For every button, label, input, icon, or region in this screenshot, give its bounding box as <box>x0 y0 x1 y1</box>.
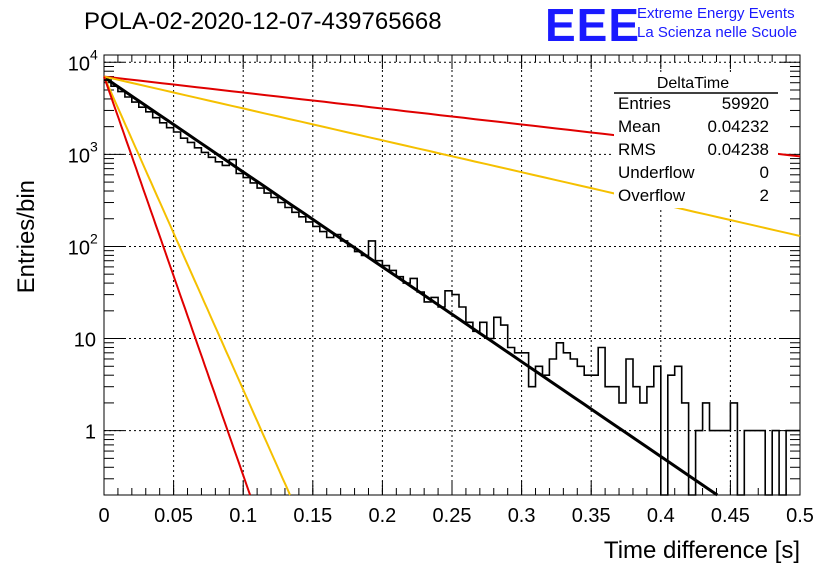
stats-rows: Entries 59920 Mean 0.04232 RMS 0.04238 Underfl… <box>618 94 769 205</box>
y-tick-exponent: 3 <box>90 138 98 154</box>
histogram-steps <box>104 79 800 496</box>
y-tick-label: 10 <box>68 53 90 75</box>
stats-row-value: 59920 <box>722 94 769 113</box>
stats-row-label: Entries <box>618 94 671 113</box>
tick-labels: 0 0.05 0.1 0.15 0.2 0.25 0.3 0.35 0.4 0.45 0.5 1 10 1… <box>68 46 814 527</box>
y-tick-exponent: 4 <box>90 46 98 62</box>
histogram <box>104 79 800 496</box>
x-tick-label: 0.25 <box>433 505 472 527</box>
eee-logo-mark: EEE <box>545 0 641 51</box>
eee-logo-line-2: La Scienza nelle Scuole <box>637 24 798 41</box>
chart-title: POLA-02-2020-12-07-439765668 <box>84 8 442 35</box>
stats-box-bg <box>614 72 778 208</box>
x-tick-label: 0.1 <box>229 505 257 527</box>
fit-curve-red <box>103 76 252 496</box>
x-tick-label: 0.4 <box>647 505 675 527</box>
y-tick-label: 10 <box>68 237 90 259</box>
stats-row-label: RMS <box>618 140 656 159</box>
y-tick-label: 1 <box>85 422 96 444</box>
y-tick-label: 10 <box>68 145 90 167</box>
fit-curve-black <box>103 75 719 497</box>
y-axis-label: Entries/bin <box>13 180 40 293</box>
stats-row-label: Underflow <box>618 163 695 182</box>
fit-curve-orange <box>103 76 291 496</box>
eee-logo-line-1: Extreme Energy Events <box>637 5 795 22</box>
stats-row-label: Overflow <box>618 186 686 205</box>
fit-curve-orange <box>103 75 801 237</box>
x-tick-label: 0.3 <box>508 505 536 527</box>
stats-box: DeltaTime Entries 59920 Mean 0.04232 RMS 0.04… <box>614 72 778 208</box>
stats-row-value: 0.04238 <box>708 140 769 159</box>
x-axis-label: Time difference [s] <box>604 537 800 564</box>
stats-row-value: 0.04232 <box>708 117 769 136</box>
stats-row-value: 2 <box>760 186 769 205</box>
stats-row-value: 0 <box>760 163 769 182</box>
y-tick-exponent: 2 <box>90 230 98 246</box>
x-tick-label: 0.15 <box>293 505 332 527</box>
stats-name: DeltaTime <box>657 75 729 92</box>
x-tick-label: 0.5 <box>786 505 814 527</box>
x-tick-label: 0.05 <box>154 505 193 527</box>
x-tick-label: 0.35 <box>572 505 611 527</box>
x-tick-label: 0.2 <box>368 505 396 527</box>
axis-ticks <box>103 55 801 496</box>
y-tick-label: 10 <box>74 330 96 352</box>
stats-row-label: Mean <box>618 117 661 136</box>
x-tick-label: 0.45 <box>711 505 750 527</box>
x-tick-label: 0 <box>98 505 109 527</box>
